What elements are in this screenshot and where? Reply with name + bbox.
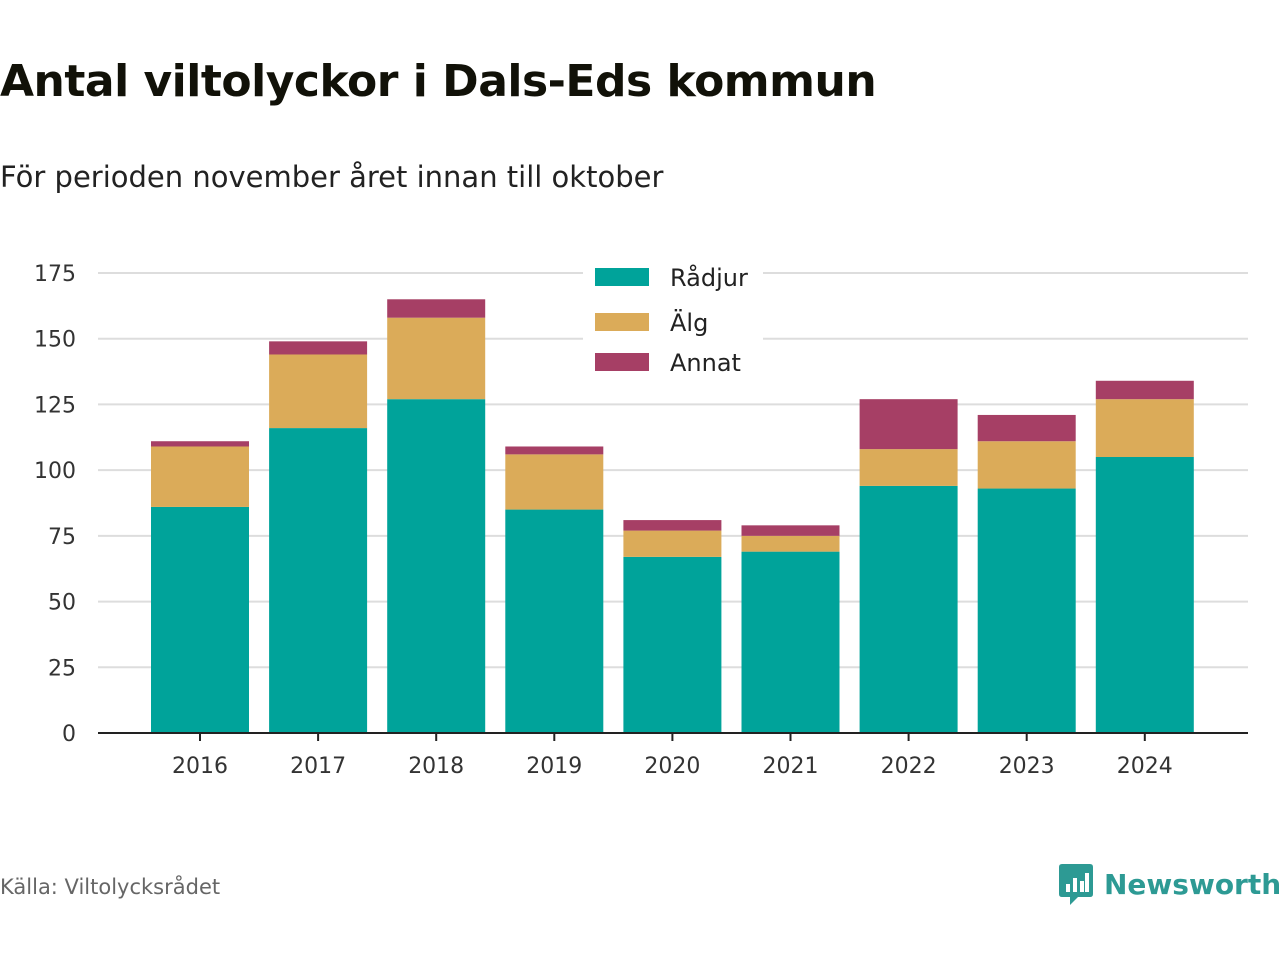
bar-segment	[623, 530, 722, 557]
x-tick-label: 2018	[408, 754, 464, 779]
brand-name: Newsworthy	[1104, 867, 1280, 901]
bar-segment	[151, 441, 249, 447]
bars	[151, 299, 1194, 733]
bar-segment	[1095, 399, 1194, 457]
legend-swatch	[595, 313, 649, 331]
bar-segment	[387, 299, 486, 318]
bar-segment	[269, 341, 368, 355]
y-tick-label: 100	[34, 459, 76, 484]
bar-segment	[1095, 457, 1194, 733]
y-tick-label: 0	[62, 722, 76, 747]
legend-label: Rådjur	[670, 263, 748, 292]
bar-segment	[505, 454, 604, 510]
y-tick-label: 125	[34, 393, 76, 418]
y-tick-label: 175	[34, 262, 76, 287]
stacked-bar-chart: 0 25 50 75 100 125 150 175 2016 2017 2018 2019 2020…	[34, 258, 1248, 779]
bar-segment	[859, 449, 958, 486]
legend-label: Annat	[670, 349, 741, 377]
x-tick-label: 2020	[644, 754, 700, 779]
y-tick-label: 75	[48, 525, 76, 550]
bar-segment	[741, 551, 840, 733]
legend-swatch	[595, 353, 649, 371]
y-tick-label: 50	[48, 591, 76, 616]
legend-label: Älg	[670, 308, 708, 337]
bar-segment	[977, 441, 1076, 489]
bar-segment	[387, 399, 486, 733]
bar-segment	[1095, 380, 1194, 400]
bar-segment	[623, 520, 722, 531]
bar-segment	[741, 535, 840, 552]
x-tick-label: 2021	[763, 754, 819, 779]
y-tick-label: 150	[34, 328, 76, 353]
chart-subtitle: För perioden november året innan till ok…	[0, 160, 664, 194]
bar-segment	[505, 446, 604, 455]
chart-title: Antal viltolyckor i Dals-Eds kommun	[0, 56, 877, 107]
x-tick-label: 2017	[290, 754, 346, 779]
bar-segment	[269, 428, 368, 733]
x-axis-ticks: 2016 2017 2018 2019 2020 2021 2022 2023 2024	[172, 733, 1173, 779]
x-tick-label: 2019	[526, 754, 582, 779]
bar-segment	[151, 506, 249, 733]
brand-logo: Newsworthy	[1058, 862, 1280, 906]
bar-segment	[859, 399, 958, 450]
bar-segment	[977, 488, 1076, 733]
bar-segment	[977, 414, 1076, 442]
bar-segment	[151, 446, 249, 507]
x-tick-label: 2016	[172, 754, 228, 779]
legend-swatch	[595, 268, 649, 286]
y-axis-ticks: 0 25 50 75 100 125 150 175	[34, 262, 76, 747]
newsworthy-logo-icon	[1059, 864, 1093, 905]
x-tick-label: 2024	[1117, 754, 1173, 779]
bar-segment	[623, 556, 722, 733]
legend: Rådjur Älg Annat	[583, 258, 763, 380]
bar-segment	[859, 485, 958, 733]
source-note: Källa: Viltolycksrådet	[0, 875, 221, 899]
x-tick-label: 2022	[881, 754, 937, 779]
bar-segment	[741, 525, 840, 536]
bar-segment	[387, 317, 486, 400]
bar-segment	[269, 354, 368, 429]
x-tick-label: 2023	[999, 754, 1055, 779]
bar-segment	[505, 509, 604, 733]
y-tick-label: 25	[48, 656, 76, 681]
